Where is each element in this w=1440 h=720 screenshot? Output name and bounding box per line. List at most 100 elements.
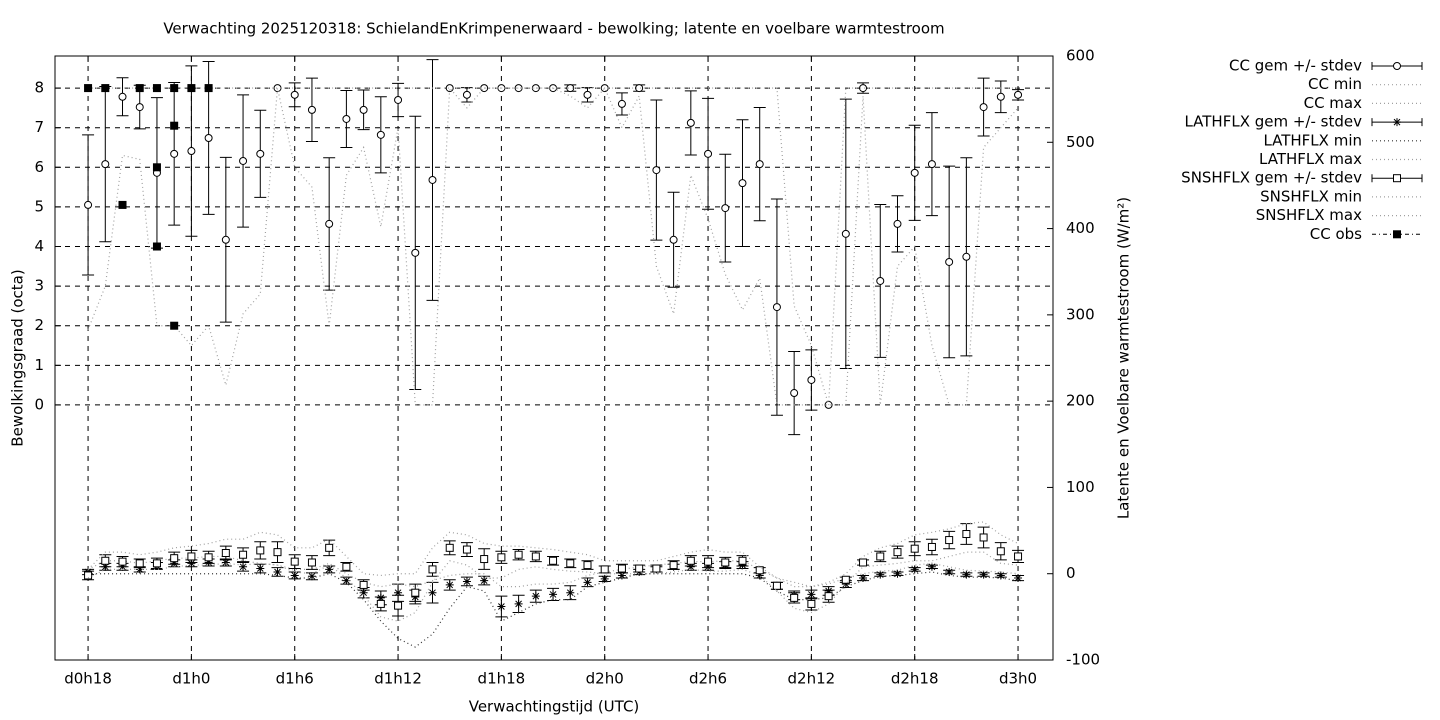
y2-tick-label: -100 xyxy=(1066,651,1100,669)
point xyxy=(152,84,161,93)
point xyxy=(170,321,179,330)
point xyxy=(704,557,713,566)
point xyxy=(635,84,644,93)
point xyxy=(273,548,282,557)
point xyxy=(635,564,644,573)
point xyxy=(239,550,248,559)
legend-label: LATHFLX min xyxy=(1263,131,1362,149)
x-tick-label: d0h18 xyxy=(64,670,112,688)
point xyxy=(462,545,471,554)
y2-axis-label: Latente en Voelbare warmtestroom (W/m²) xyxy=(1115,197,1133,519)
y2-tick-label: 600 xyxy=(1066,47,1095,65)
point xyxy=(807,590,816,599)
point xyxy=(170,121,179,130)
x-tick-label: d1h18 xyxy=(478,670,526,688)
point xyxy=(187,559,196,568)
point xyxy=(738,179,747,188)
y-tick-label: 1 xyxy=(34,356,44,374)
point xyxy=(893,548,902,557)
point xyxy=(221,549,230,558)
point xyxy=(790,593,799,602)
point xyxy=(600,574,609,583)
point xyxy=(221,558,230,567)
x-tick-label: d2h6 xyxy=(689,670,727,688)
legend-label: CC obs xyxy=(1310,225,1362,243)
range-line xyxy=(88,87,1019,406)
x-tick-label: d1h6 xyxy=(276,670,314,688)
point xyxy=(480,555,489,564)
legend-label: LATHFLX max xyxy=(1259,150,1362,168)
point xyxy=(962,252,971,261)
point xyxy=(549,590,558,599)
point xyxy=(669,561,678,570)
point xyxy=(462,90,471,99)
point xyxy=(755,160,764,169)
legend-label: SNSHFLX min xyxy=(1260,187,1362,205)
point xyxy=(772,581,781,590)
point xyxy=(290,90,299,99)
y-tick-label: 7 xyxy=(34,118,44,136)
point xyxy=(617,564,626,573)
point xyxy=(152,559,161,568)
y2-tick-label: 0 xyxy=(1066,564,1076,582)
x-tick-label: d1h12 xyxy=(374,670,422,688)
x-axis-label: Verwachtingstijd (UTC) xyxy=(469,698,640,716)
point xyxy=(411,588,420,597)
point xyxy=(755,571,764,580)
point xyxy=(204,133,213,142)
point xyxy=(394,95,403,104)
point xyxy=(170,84,179,93)
point xyxy=(583,578,592,587)
point xyxy=(411,248,420,257)
point xyxy=(462,577,471,586)
point xyxy=(962,530,971,539)
point xyxy=(135,565,144,574)
point xyxy=(1393,174,1401,183)
point xyxy=(617,99,626,108)
point xyxy=(394,601,403,610)
legend-label: SNSHFLX max xyxy=(1256,206,1362,224)
point xyxy=(686,556,695,565)
point xyxy=(480,576,489,585)
point xyxy=(514,599,523,608)
point xyxy=(290,557,299,566)
point xyxy=(996,547,1005,556)
point xyxy=(617,571,626,580)
point xyxy=(945,536,954,545)
point xyxy=(273,84,282,93)
point xyxy=(704,149,713,158)
point xyxy=(979,103,988,112)
point xyxy=(772,303,781,312)
y-tick-label: 2 xyxy=(34,316,44,334)
point xyxy=(910,544,919,553)
point xyxy=(239,562,248,571)
point xyxy=(428,588,437,597)
point xyxy=(824,592,833,601)
point xyxy=(101,160,110,169)
point xyxy=(1014,90,1023,99)
point xyxy=(152,242,161,251)
point xyxy=(170,149,179,158)
point xyxy=(686,118,695,127)
point xyxy=(325,219,334,228)
point xyxy=(807,375,816,384)
point xyxy=(221,235,230,244)
point xyxy=(549,556,558,565)
legend-label: LATHFLX gem +/- stdev xyxy=(1184,113,1362,131)
point xyxy=(256,564,265,573)
point xyxy=(1393,118,1401,127)
point xyxy=(359,105,368,114)
point xyxy=(807,599,816,608)
x-tick-label: d2h18 xyxy=(891,670,939,688)
point xyxy=(910,168,919,177)
point xyxy=(204,553,213,562)
point xyxy=(135,559,144,568)
point xyxy=(962,570,971,579)
point xyxy=(1393,62,1401,70)
point xyxy=(927,160,936,169)
y-tick-label: 3 xyxy=(34,277,44,295)
point xyxy=(118,92,127,101)
point xyxy=(583,90,592,99)
